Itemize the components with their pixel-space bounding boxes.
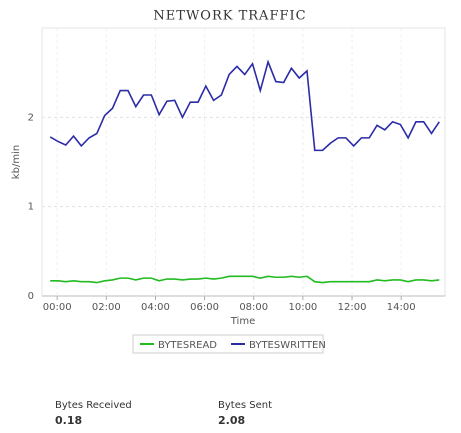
x-tick-label: 12:00 bbox=[338, 302, 367, 313]
x-tick-label: 14:00 bbox=[387, 302, 416, 313]
summary-label: Bytes Sent bbox=[218, 400, 272, 411]
summary-value: 2.08 bbox=[218, 414, 245, 427]
x-tick-label: 00:00 bbox=[43, 302, 72, 313]
plot-frame bbox=[41, 27, 446, 297]
y-tick-label: 2 bbox=[28, 112, 34, 123]
series-line bbox=[49, 59, 440, 152]
y-tick-label: 1 bbox=[28, 202, 34, 213]
y-axis-label: kb/min bbox=[11, 145, 22, 179]
legend-box bbox=[132, 334, 324, 354]
summary-value: 0.18 bbox=[55, 414, 82, 427]
legend-label: BYTESREAD bbox=[158, 340, 217, 351]
x-tick-label: 02:00 bbox=[92, 302, 121, 313]
y-tick-label: 0 bbox=[28, 291, 34, 302]
summary-label: Bytes Received bbox=[55, 400, 132, 411]
legend-label: BYTESWRITTEN bbox=[249, 340, 326, 351]
x-tick-label: 08:00 bbox=[239, 302, 268, 313]
chart-title: NETWORK TRAFFIC bbox=[153, 9, 306, 24]
x-axis-label: Time bbox=[230, 316, 255, 327]
x-tick-label: 10:00 bbox=[288, 302, 317, 313]
x-tick-label: 06:00 bbox=[190, 302, 219, 313]
series-line bbox=[50, 275, 440, 284]
x-tick-label: 04:00 bbox=[141, 302, 170, 313]
